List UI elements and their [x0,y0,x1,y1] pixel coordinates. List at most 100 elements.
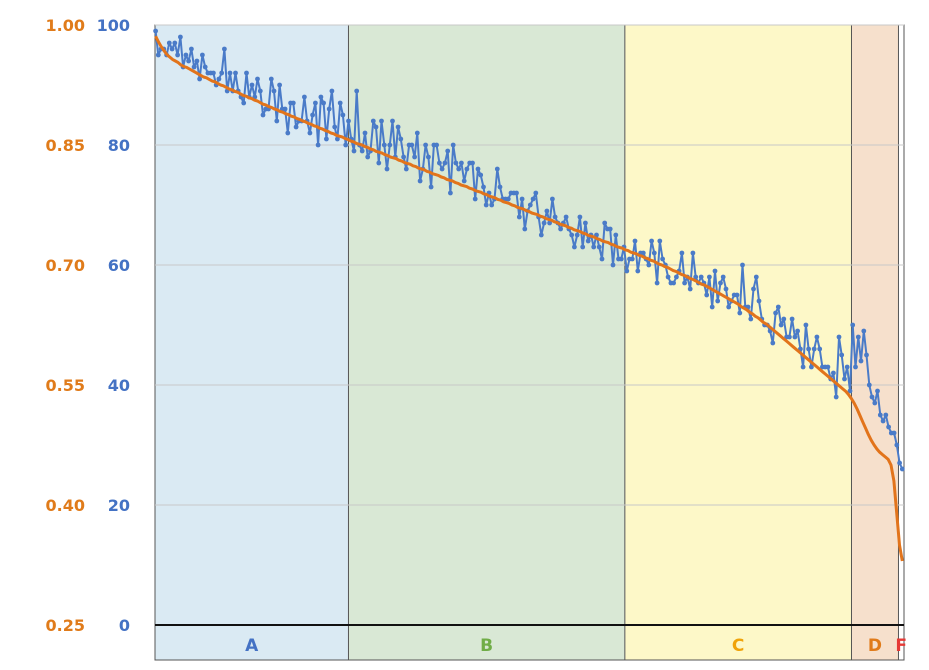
series-0-point [872,400,878,406]
series-0-point [222,46,227,52]
series-0-point [580,244,586,250]
series-0-point [861,328,867,334]
band-c [624,25,852,660]
band-b [348,25,625,660]
series-0-point [753,274,759,280]
series-0-point [412,154,417,160]
series-0-point [687,286,693,292]
series-0-point [260,112,266,118]
series-0-point [577,214,583,220]
series-0-point [519,196,525,202]
series-0-point [249,82,255,88]
series-0-point [354,88,360,94]
series-0-point [654,280,660,286]
series-0-point [244,70,249,76]
series-0-point [390,118,395,124]
series-0-point [563,214,569,220]
y-secondary-tick-label: 40 [108,376,130,395]
series-0-point [880,418,886,424]
series-0-point [315,142,321,148]
y-primary-tick-label: 0.40 [46,496,85,515]
series-0-point [891,430,897,436]
series-0-point [437,160,442,166]
series-0-point [629,256,635,262]
series-0-point [453,160,459,166]
series-0-point [346,118,351,124]
series-0-point [359,148,365,154]
series-0-point [781,316,787,322]
series-0-point [671,280,676,286]
series-0-point [679,250,685,256]
series-0-point [329,88,335,94]
y-secondary-tick-label: 20 [108,496,130,515]
series-0-point [494,166,500,172]
series-0-point [646,262,652,268]
series-0-point [351,148,357,154]
series-0-point [423,142,428,148]
series-0-point [836,334,842,340]
series-0-point [189,46,194,52]
series-0-point [326,106,332,112]
series-0-point [795,328,800,334]
series-0-point [313,100,318,106]
series-0-point [450,142,456,148]
series-0-point [533,190,539,196]
series-0-point [191,64,197,70]
series-0-point [417,178,423,184]
series-0-point [883,412,889,418]
series-0-point [481,184,486,190]
series-0-point [398,136,404,142]
series-0-point [403,166,409,172]
y-primary-tick-label: 0.70 [46,256,85,275]
series-0-point [310,112,315,118]
series-0-point [318,94,324,100]
series-0-point [583,220,588,226]
series-0-point [803,322,809,328]
series-0-point [844,364,850,370]
series-0-point [651,250,657,256]
series-0-point [690,250,696,256]
band-label-a: A [245,636,259,656]
series-0-point [847,388,853,394]
series-0-point [720,274,726,280]
series-0-point [618,256,624,262]
series-0-point [483,202,489,208]
series-0-point [599,256,605,262]
series-0-point [324,136,329,142]
gridlines [155,24,904,506]
y-secondary-tick-label: 60 [108,256,130,275]
series-0-point [497,184,503,190]
series-0-point [682,280,687,286]
series-0-point [610,262,616,268]
series-0-point [216,76,222,82]
series-0-point [381,142,387,148]
series-0-point [401,154,406,160]
series-0-point [800,364,806,370]
series-0-point [233,70,238,76]
series-0-point [547,220,552,226]
series-0-point [649,238,654,244]
series-0-point [178,34,183,40]
series-0-point [530,196,536,202]
series-0-point [723,286,729,292]
series-0-point [640,250,646,256]
series-0-point [737,310,743,316]
series-0-point [740,262,745,268]
band-label-c: C [732,636,744,656]
series-0-point [550,196,555,202]
series-0-point [712,268,718,274]
series-0-point [751,286,756,292]
series-layer [153,28,905,562]
series-0-point [855,334,861,340]
series-0-point [613,232,619,238]
series-0-point [472,196,478,202]
series-0-point [343,142,349,148]
series-0-point [459,160,464,166]
series-0-point [442,160,448,166]
series-0-point [516,214,522,220]
series-0-point [792,334,798,340]
series-0-point [448,190,453,196]
series-0-point [770,340,776,346]
